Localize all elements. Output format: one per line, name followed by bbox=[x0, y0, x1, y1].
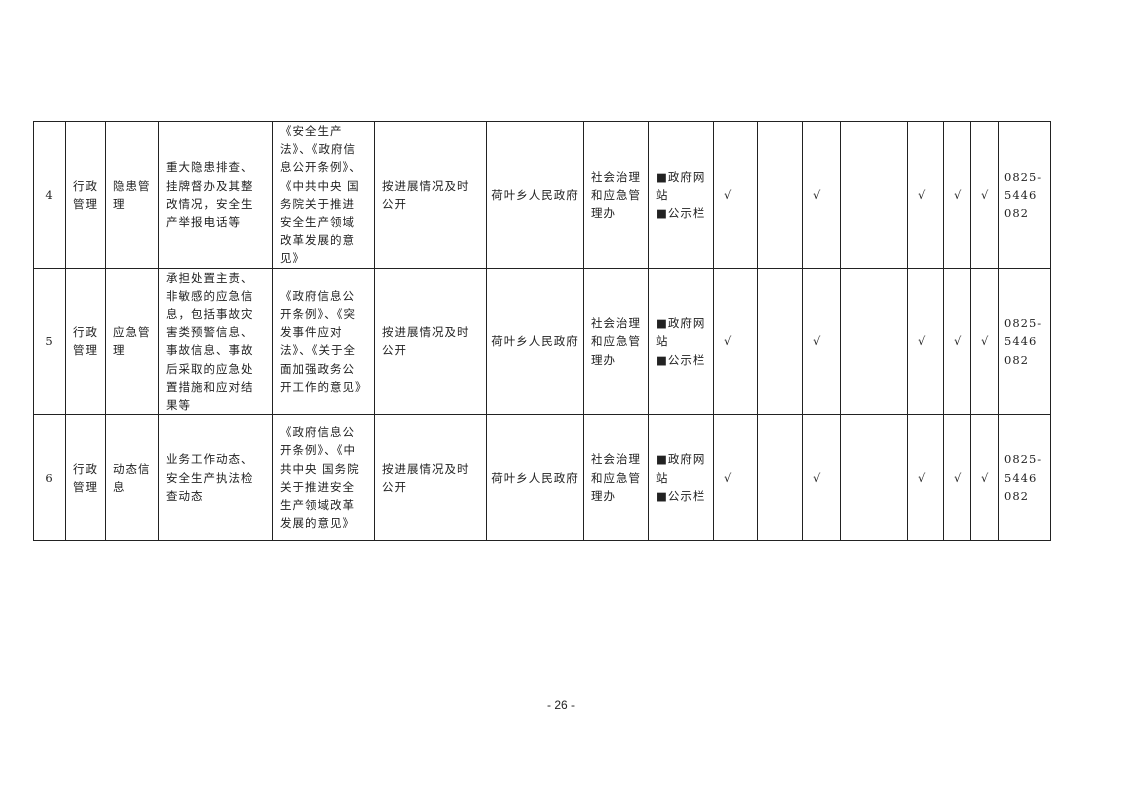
content-cell: 业务工作动态、安全生产执法检查动态 bbox=[158, 414, 273, 542]
check-cell: √ bbox=[907, 414, 944, 542]
content-cell: 承担处置主责、非敏感的应急信息，包括事故灾害类预警信息、事故信息、事故后采取的应… bbox=[158, 267, 273, 416]
check-cell: √ bbox=[713, 414, 758, 542]
page-number: - 26 - bbox=[546, 698, 575, 712]
department-cell: 社会治理和应急管理办 bbox=[583, 267, 649, 416]
category-cell: 行政管理 bbox=[65, 121, 106, 269]
check-cell: √ bbox=[802, 414, 841, 542]
subject-cell: 荷叶乡人民政府 bbox=[486, 121, 584, 269]
check-cell: √ bbox=[802, 267, 841, 416]
check-cell: √ bbox=[970, 267, 999, 416]
channel-cell: ■政府网站 ■公示栏 bbox=[648, 267, 714, 416]
check-cell: √ bbox=[970, 414, 999, 542]
check-cell bbox=[840, 267, 908, 416]
phone-cell: 0825-5446082 bbox=[998, 121, 1051, 269]
department-cell: 社会治理和应急管理办 bbox=[583, 414, 649, 542]
subject-cell: 荷叶乡人民政府 bbox=[486, 267, 584, 416]
timing-cell: 按进展情况及时公开 bbox=[374, 414, 487, 542]
item-cell: 应急管理 bbox=[105, 267, 159, 416]
timing-cell: 按进展情况及时公开 bbox=[374, 267, 487, 416]
check-cell: √ bbox=[802, 121, 841, 269]
basis-cell: 《安全生产法》、《政府信息公开条例》、《中共中央 国务院关于推进安全生产领域改革… bbox=[272, 121, 375, 269]
phone-cell: 0825-5446082 bbox=[998, 267, 1051, 416]
check-cell: √ bbox=[943, 267, 971, 416]
row-number: 6 bbox=[33, 414, 66, 542]
item-cell: 隐患管理 bbox=[105, 121, 159, 269]
check-cell bbox=[757, 121, 803, 269]
item-cell: 动态信息 bbox=[105, 414, 159, 542]
basis-cell: 《政府信息公开条例》、《突发事件应对法》、《关于全面加强政务公开工作的意见》 bbox=[272, 267, 375, 416]
table-row: 4 行政管理 隐患管理 重大隐患排查、挂牌督办及其整改情况，安全生产举报电话等 《安全生… bbox=[33, 121, 1051, 269]
basis-cell: 《政府信息公开条例》、《中共中央 国务院关于推进安全生产领域改革发展的意见》 bbox=[272, 414, 375, 542]
category-cell: 行政管理 bbox=[65, 414, 106, 542]
department-cell: 社会治理和应急管理办 bbox=[583, 121, 649, 269]
row-number: 4 bbox=[33, 121, 66, 269]
check-cell: √ bbox=[943, 414, 971, 542]
check-cell bbox=[757, 267, 803, 416]
check-cell: √ bbox=[970, 121, 999, 269]
channel-cell: ■政府网站 ■公示栏 bbox=[648, 414, 714, 542]
channel-cell: ■政府网站 ■公示栏 bbox=[648, 121, 714, 269]
timing-cell: 按进展情况及时公开 bbox=[374, 121, 487, 269]
phone-cell: 0825-5446082 bbox=[998, 414, 1051, 542]
check-cell: √ bbox=[713, 267, 758, 416]
check-cell bbox=[840, 414, 908, 542]
check-cell: √ bbox=[943, 121, 971, 269]
check-cell bbox=[757, 414, 803, 542]
category-cell: 行政管理 bbox=[65, 267, 106, 416]
subject-cell: 荷叶乡人民政府 bbox=[486, 414, 584, 542]
table-row: 6 行政管理 动态信息 业务工作动态、安全生产执法检查动态 《政府信息公开条例》、《中共… bbox=[33, 414, 1051, 542]
check-cell: √ bbox=[907, 121, 944, 269]
check-cell: √ bbox=[907, 267, 944, 416]
content-cell: 重大隐患排查、挂牌督办及其整改情况，安全生产举报电话等 bbox=[158, 121, 273, 269]
check-cell bbox=[840, 121, 908, 269]
check-cell: √ bbox=[713, 121, 758, 269]
table-row: 5 行政管理 应急管理 承担处置主责、非敏感的应急信息，包括事故灾害类预警信息、事故信… bbox=[33, 267, 1051, 416]
disclosure-table: 4 行政管理 隐患管理 重大隐患排查、挂牌督办及其整改情况，安全生产举报电话等 《安全生… bbox=[33, 121, 1051, 542]
row-number: 5 bbox=[33, 267, 66, 416]
